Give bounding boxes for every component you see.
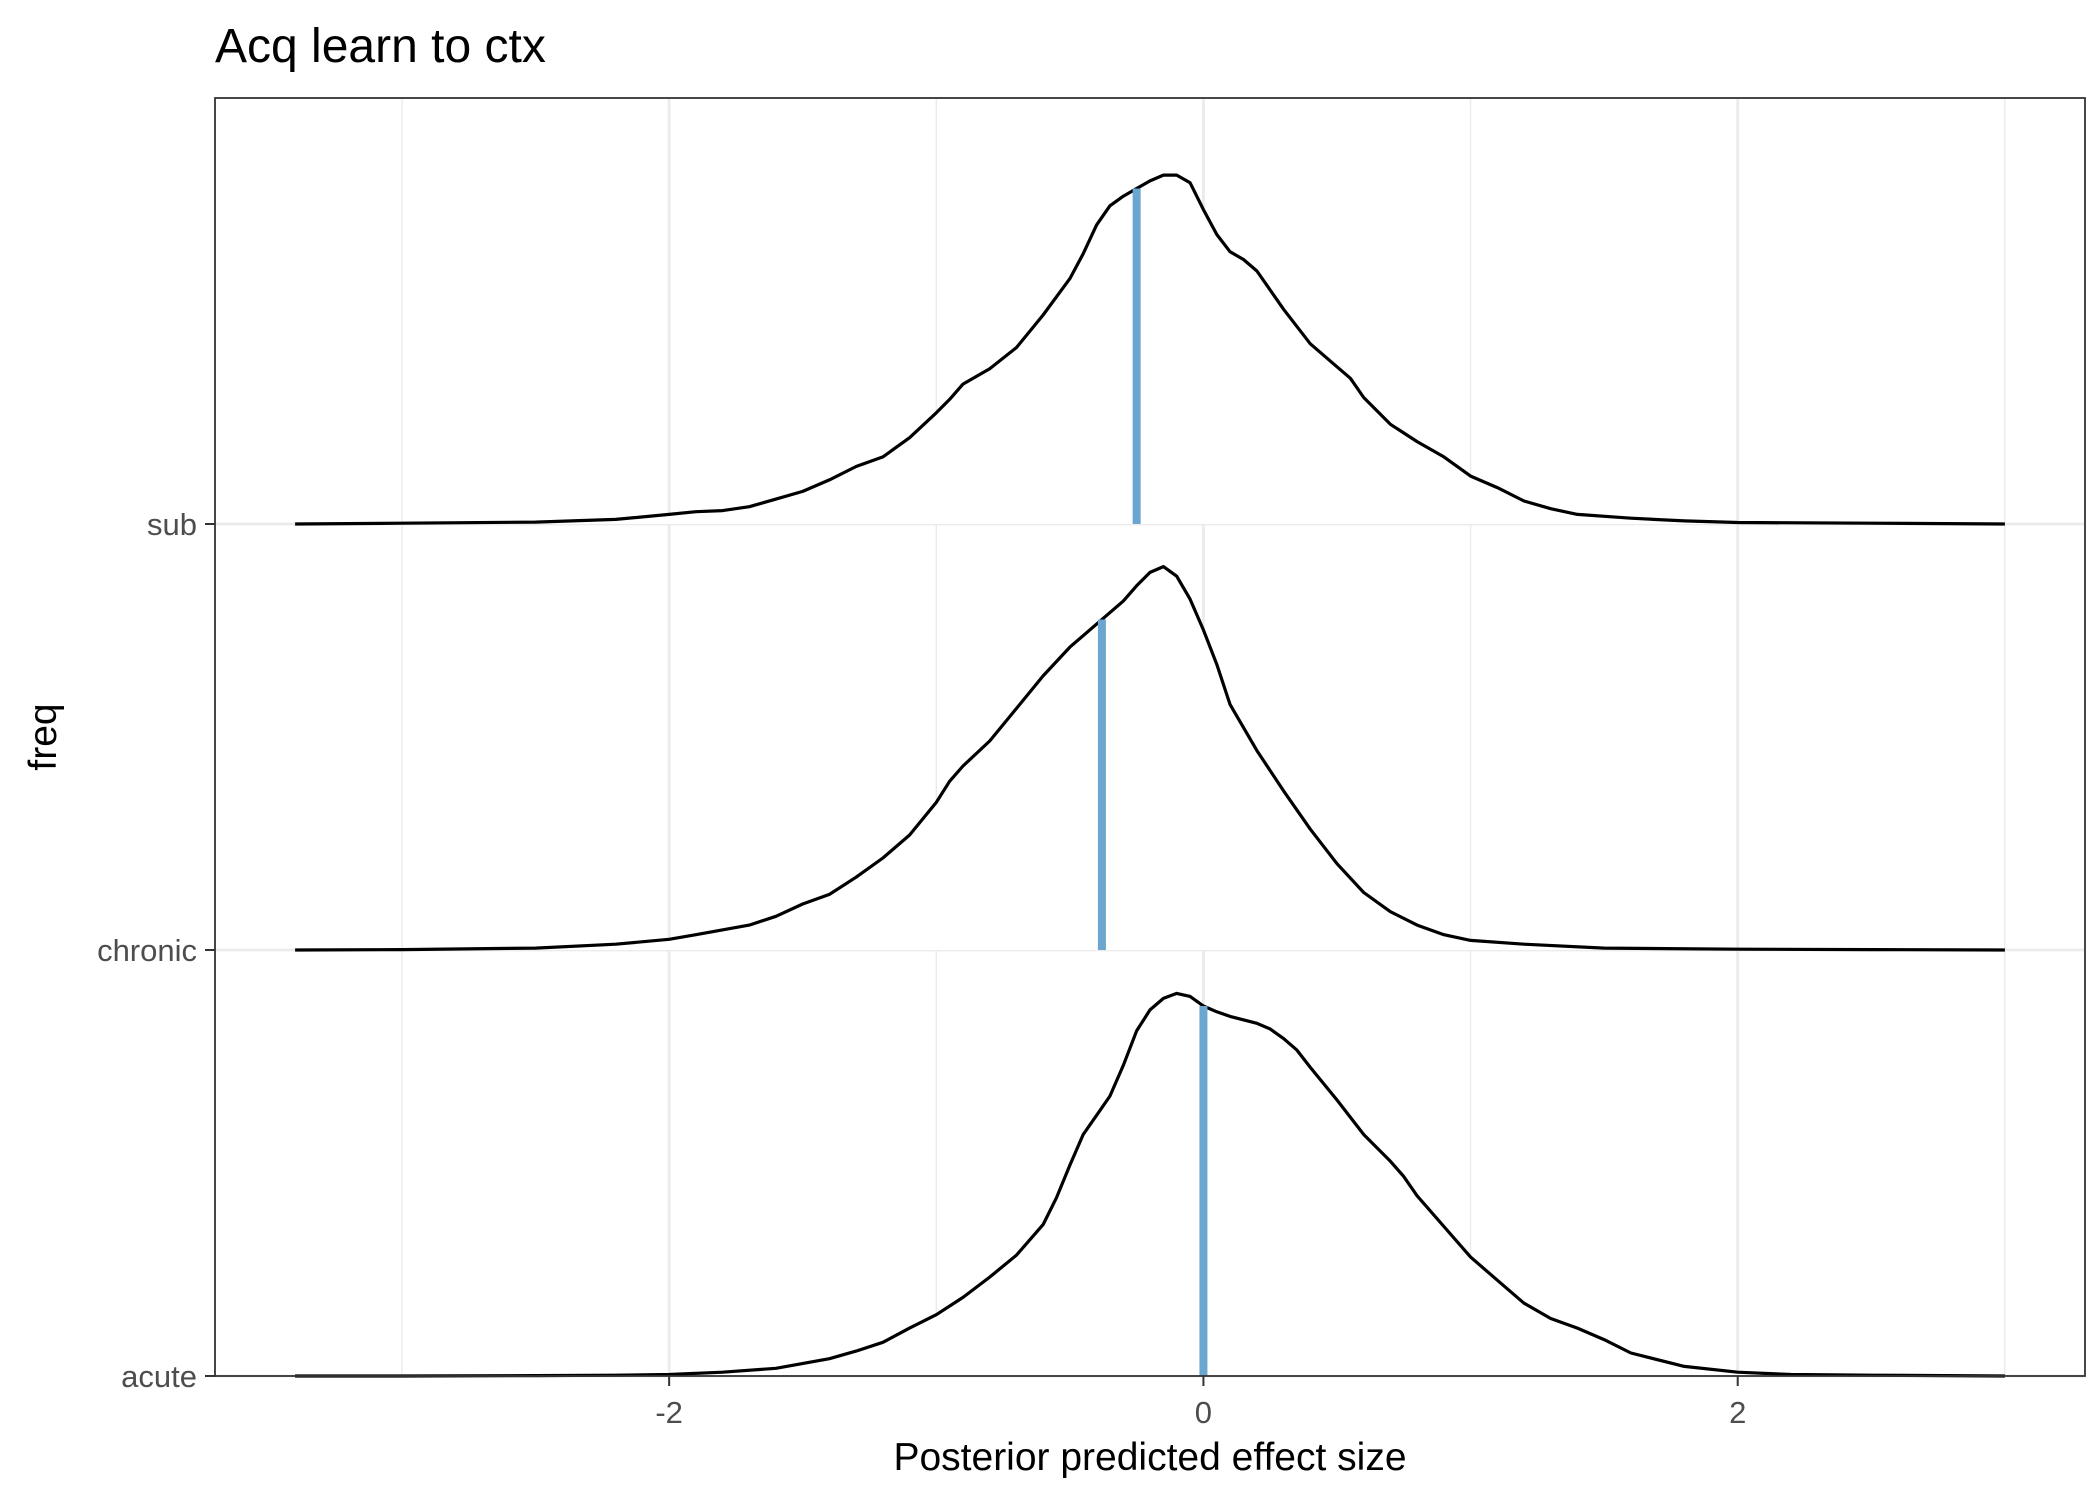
x-tick-label: -2 — [655, 1395, 683, 1430]
y-tick-label-acute: acute — [121, 1359, 197, 1394]
density-fill-acute — [295, 993, 2005, 1376]
axes: -2 0 2 acute chronic sub — [97, 507, 1746, 1430]
density-curve-acute — [295, 991, 2005, 1378]
chart-title: Acq learn to ctx — [215, 20, 546, 73]
x-tick-label: 0 — [1195, 1395, 1212, 1430]
median-lines — [1097, 188, 1208, 1376]
x-axis-label: Posterior predicted effect size — [893, 1436, 1406, 1479]
x-tick-label: 2 — [1729, 1395, 1746, 1430]
y-axis-label: freq — [22, 703, 65, 770]
y-tick-label-sub: sub — [147, 507, 197, 542]
density-fill-sub — [295, 175, 2005, 524]
density-curve-chronic — [295, 565, 2005, 952]
panel-border — [214, 97, 2086, 1377]
y-tick-label-chronic: chronic — [97, 933, 197, 968]
density-ridges — [295, 173, 2005, 1378]
density-curve-sub — [295, 173, 2005, 526]
density-fill-chronic — [295, 566, 2005, 950]
